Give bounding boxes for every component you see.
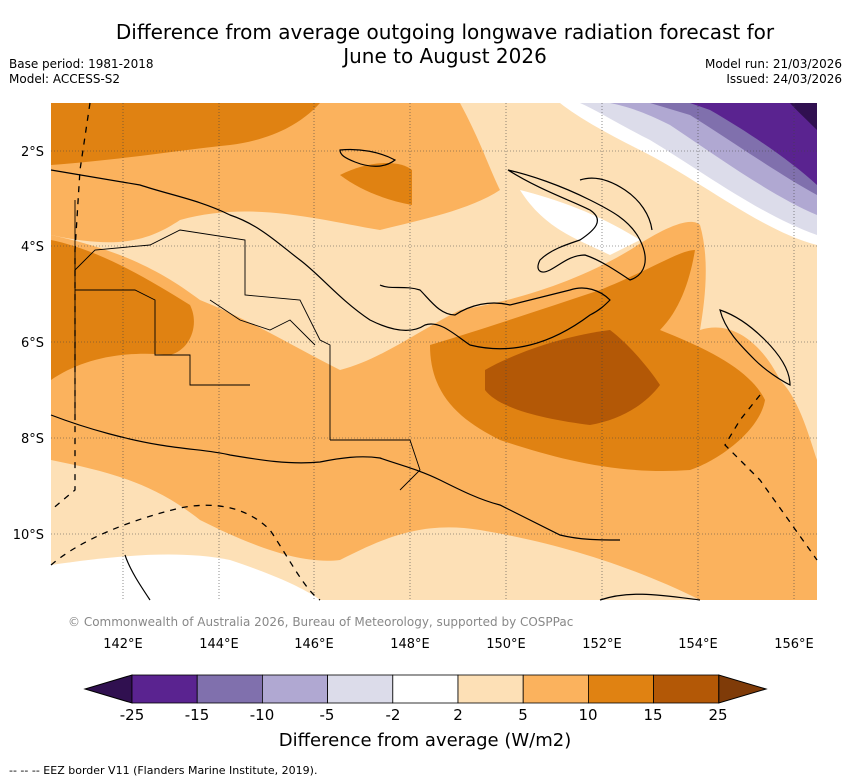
lon-label: 154°E [678,637,718,652]
border-western [75,289,250,386]
colorbar-segment [327,674,394,704]
colorbar-arrow-high [718,674,768,704]
eez-borders [50,102,818,601]
lon-label: 152°E [582,637,622,652]
eez-south [50,504,321,601]
border-central [330,439,421,491]
pale-patch-centre [200,224,420,351]
cape-york-coast [124,554,151,601]
colorbar-tick: -2 [385,706,401,724]
colorbar-tick: -25 [119,706,145,724]
pale-patch-east [736,300,762,340]
base-period: Base period: 1981-2018 [9,57,154,71]
meta-left: Base period: 1981-2018 Model: ACCESS-S2 [9,57,154,87]
lon-label: 144°E [199,637,239,652]
lat-labels: 2°S 4°S 6°S 8°S 10°S [13,145,44,543]
title-line-1: Difference from average outgoing longwav… [115,20,775,44]
colorbar-segments [83,674,768,704]
colorbar-segment [588,674,655,704]
colorbar-segment [196,674,263,704]
new-ireland-coast [579,177,653,231]
dark-orange-patch [340,163,412,205]
colorbar-segment [261,674,328,704]
colorbar-arrow-low [83,674,133,704]
white-zone-south [51,554,320,600]
manus-coast [339,148,397,167]
lon-label: 146°E [294,637,334,652]
colorbar-segment [392,674,459,704]
graticule [51,103,817,600]
meta-right: Model run: 21/03/2026 Issued: 24/03/2026 [705,57,842,87]
border-eastern [209,299,316,346]
colorbar-segment [522,674,589,704]
louisiade-coast [599,593,701,601]
border-highlands [74,229,331,440]
colorbar-tick: 2 [453,706,463,724]
issued-date: Issued: 24/03/2026 [726,72,842,86]
lon-label: 156°E [774,637,814,652]
lon-label: 142°E [103,637,143,652]
lon-label: 148°E [390,637,430,652]
dark-orange-west [51,240,194,380]
darkest-orange-core [485,330,660,425]
eez-legend: -- -- -- EEZ border V11 (Flanders Marine… [9,764,318,777]
eez-east [724,394,818,561]
coastlines [50,148,791,601]
colorbar-tick: -5 [319,706,335,724]
eez-west [50,102,91,511]
colorbar-tick: 25 [708,706,728,724]
dark-orange-nw [51,103,320,165]
lat-label: 6°S [21,336,44,351]
colorbar-tick: -10 [249,706,275,724]
colorbar-tick: -15 [184,706,210,724]
anomaly-map: 2°S 4°S 6°S 8°S 10°S 142°E 144°E 146°E 1… [13,102,818,652]
lon-label: 150°E [486,637,526,652]
purple-band-4 [690,103,817,185]
colorbar-tick: 10 [578,706,598,724]
colorbar-segment [131,674,198,704]
colorbar-tick: 5 [518,706,528,724]
colorbar-segment [457,674,524,704]
lat-label: 2°S [21,145,44,160]
lon-labels: 142°E 144°E 146°E 148°E 150°E 152°E 154°… [103,637,814,652]
model-run: Model run: 21/03/2026 [704,57,842,71]
lat-label: 4°S [21,240,44,255]
png-south-coast [50,414,621,541]
new-britain-coast [507,169,646,281]
png-north-coast [50,169,611,350]
lat-label: 10°S [13,528,44,543]
colorbar-segment [653,674,720,704]
chart-title: Difference from average outgoing longwav… [80,20,810,68]
white-zone-north [520,190,640,255]
lat-label: 8°S [21,432,44,447]
anomaly-fill-layer [51,103,817,600]
colorbar-label: Difference from average (W/m2) [278,730,572,751]
title-line-2: June to August 2026 [343,44,547,68]
colorbar-tick: 15 [643,706,663,724]
purple-band-5 [790,103,817,130]
bougainville-coast [719,309,791,386]
model-name: Model: ACCESS-S2 [9,72,121,86]
copyright-notice: © Commonwealth of Australia 2026, Bureau… [68,615,573,629]
